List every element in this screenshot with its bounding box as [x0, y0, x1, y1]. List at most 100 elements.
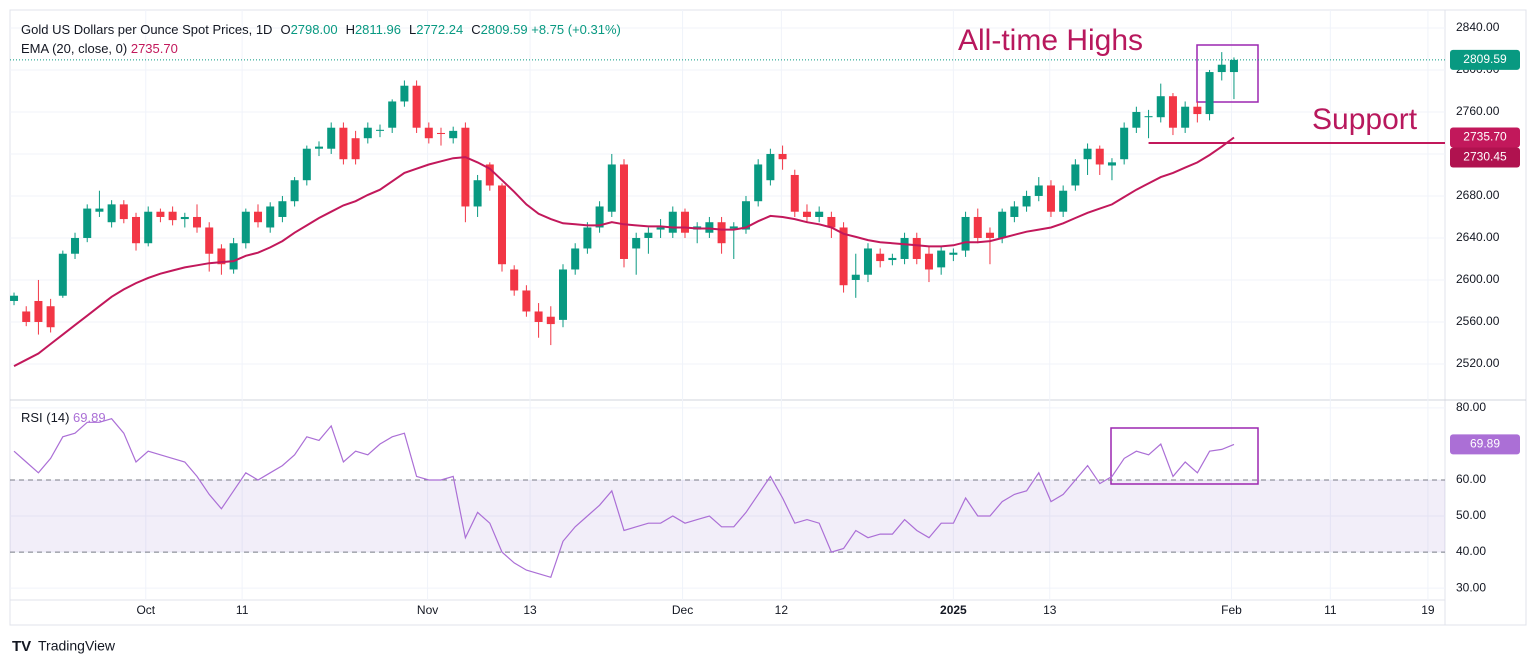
candle-body: [754, 164, 763, 202]
candle-body: [1217, 64, 1226, 73]
candle-body: [595, 206, 604, 228]
candle-body: [278, 201, 287, 217]
candle-body: [34, 300, 43, 322]
candle-body: [254, 211, 263, 223]
candle-body: [961, 216, 970, 251]
ohlc-value: 2798.00: [291, 22, 338, 37]
candle-body: [1071, 164, 1080, 186]
candle-body: [534, 311, 543, 322]
candle-body: [766, 153, 775, 181]
title: Gold US Dollars per Ounce Spot Prices, 1…: [21, 22, 272, 37]
candle-body: [1168, 96, 1177, 128]
candle-body: [339, 127, 348, 160]
candle-body: [119, 204, 128, 220]
candle-body: [205, 227, 214, 254]
candle-body: [1034, 185, 1043, 196]
candle-body: [193, 216, 202, 228]
candle-body: [815, 211, 824, 217]
ema-badge: [1450, 127, 1520, 148]
candle-body: [22, 311, 31, 322]
candle-body: [156, 211, 165, 217]
ohlc-key: O: [280, 22, 290, 37]
candle-body: [400, 85, 409, 102]
y-tick-label: 60.00: [1456, 472, 1486, 486]
candle-body: [1144, 116, 1153, 118]
candle-body: [485, 164, 494, 186]
rsi-line: [13, 418, 1235, 579]
candle-body: [95, 208, 104, 212]
candle-body: [58, 253, 67, 296]
candle-body: [705, 222, 714, 233]
candle-body: [241, 211, 250, 244]
candle-body: [717, 222, 726, 244]
candle-body: [217, 248, 226, 265]
ema-line: [13, 136, 1235, 367]
candle-body: [497, 185, 506, 265]
candle-body: [1132, 111, 1141, 128]
candle-body: [107, 204, 116, 223]
x-tick-label: 2025: [940, 603, 967, 617]
candle-body: [632, 237, 641, 249]
y-tick-label: 2600.00: [1456, 272, 1500, 286]
y-tick-label: 80.00: [1456, 400, 1486, 414]
candle-body: [229, 243, 238, 270]
candle-body: [1120, 127, 1129, 160]
candle-body: [351, 138, 360, 160]
y-tick-label: 2760.00: [1456, 104, 1500, 118]
candle-body: [912, 237, 921, 259]
legend-header: Gold US Dollars per Ounce Spot Prices, 1…: [21, 22, 621, 37]
candle-body: [888, 257, 897, 261]
candle-body: [876, 253, 885, 262]
y-tick-label: 2840.00: [1456, 20, 1500, 34]
x-tick-label: Nov: [417, 603, 438, 617]
candle-body: [827, 216, 836, 228]
y-tick-label: 2560.00: [1456, 314, 1500, 328]
candle-body: [802, 211, 811, 217]
candle-body: [1010, 206, 1019, 217]
ohlc-value: 2809.59: [481, 22, 528, 37]
brand: TradingView: [38, 638, 116, 654]
x-tick-label: Feb: [1221, 603, 1242, 617]
x-tick-label: 12: [775, 603, 789, 617]
ohlc-key: L: [409, 22, 416, 37]
support-badge: [1450, 147, 1520, 168]
candle-body: [680, 211, 689, 233]
rsi-name: RSI (14): [21, 410, 69, 425]
candle-body: [180, 216, 189, 220]
annotation: All-time Highs: [958, 24, 1143, 57]
candle-body: [412, 85, 421, 128]
candle-body: [461, 127, 470, 207]
x-tick-label: Dec: [672, 603, 693, 617]
candle-body: [558, 269, 567, 320]
candle-body: [924, 253, 933, 270]
candle-body: [1193, 106, 1202, 115]
y-tick-label: 2640.00: [1456, 230, 1500, 244]
rsi-badge-text: 69.89: [1470, 437, 1500, 451]
annotation: Support: [1312, 103, 1418, 136]
rsi-badge: [1450, 434, 1520, 455]
highlight-box: [1110, 427, 1259, 485]
candle-body: [388, 101, 397, 128]
ohlc-key: C: [471, 22, 480, 37]
candle-body: [168, 211, 177, 221]
candle-body: [132, 216, 141, 244]
x-tick-label: Oct: [136, 603, 155, 617]
y-tick-label: 40.00: [1456, 544, 1486, 558]
logo-icon: TV: [12, 638, 31, 655]
candle-body: [900, 237, 909, 259]
candle-body: [10, 295, 19, 301]
candle-body: [778, 153, 787, 160]
candle-body: [1083, 148, 1092, 160]
candle-body: [473, 180, 482, 207]
ema-legend: EMA (20, close, 0) 2735.70: [21, 41, 178, 56]
candle-body: [607, 164, 616, 212]
candle-body: [644, 232, 653, 238]
support-badge-text: 2730.45: [1463, 150, 1507, 164]
candle-body: [363, 127, 372, 139]
candle-body: [290, 180, 299, 202]
candle-body: [973, 216, 982, 238]
ohlc-value: 2811.96: [355, 22, 401, 37]
ema-badge-text: 2735.70: [1463, 130, 1507, 144]
candle-body: [144, 211, 153, 244]
